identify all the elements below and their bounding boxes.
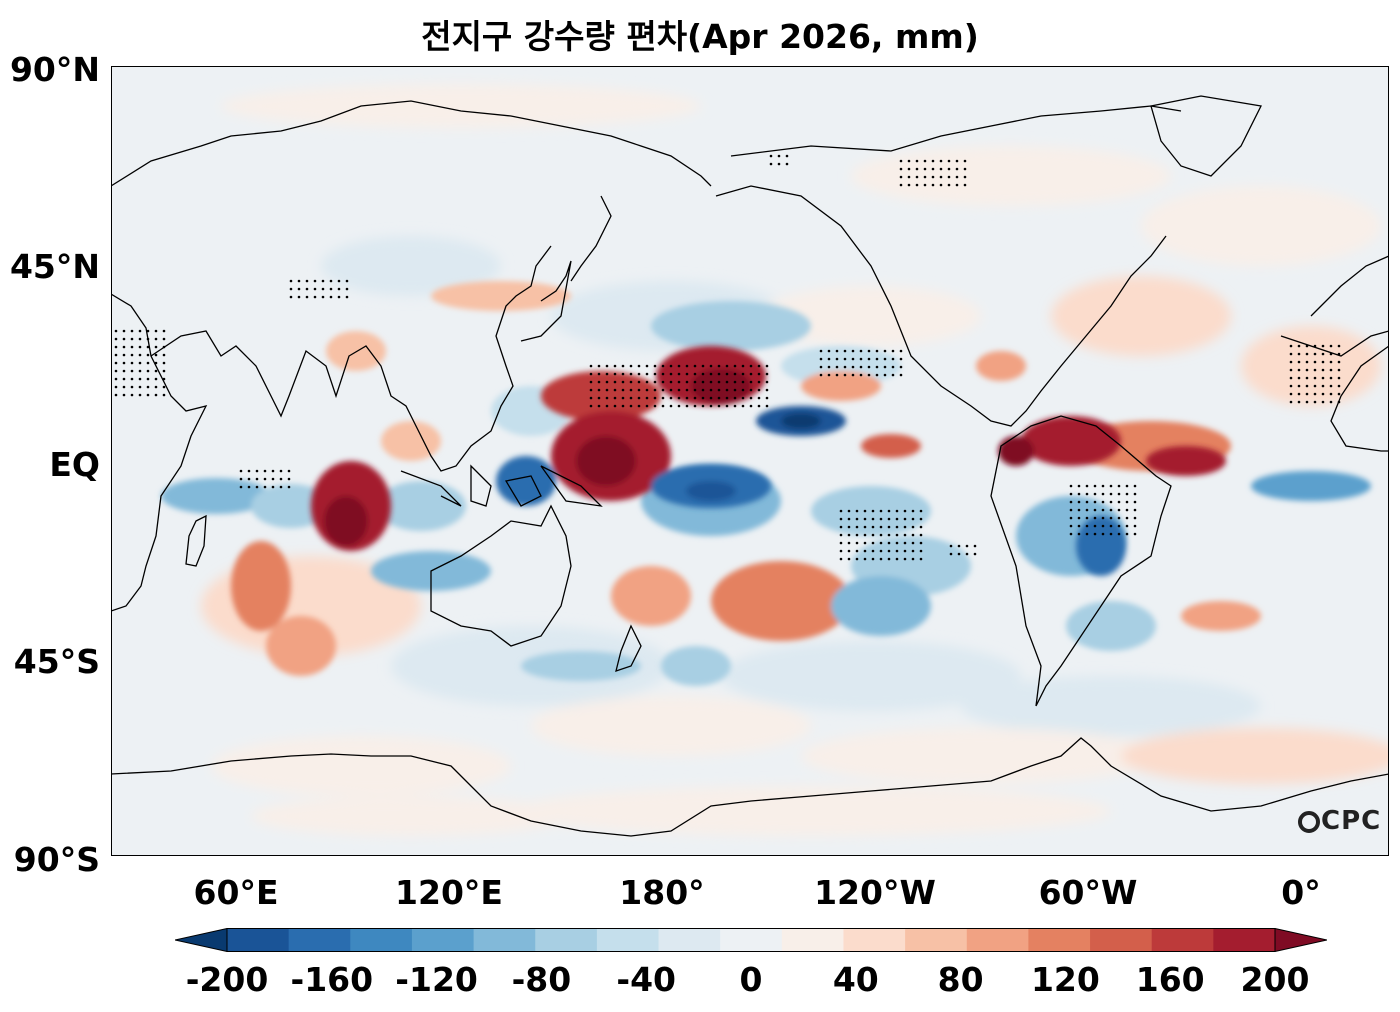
anomaly-map bbox=[111, 66, 1389, 856]
cpc-logo: CPC bbox=[1298, 806, 1381, 836]
lat-label-45n: 45°N bbox=[9, 247, 100, 286]
coast-antarctica bbox=[111, 737, 1389, 837]
lat-label-90s: 90°S bbox=[13, 840, 100, 879]
colorbar-bin bbox=[535, 928, 598, 952]
coast-eurasia-north bbox=[111, 100, 712, 187]
colorbar-tick-label: -80 bbox=[511, 960, 572, 999]
lon-label-0: 0° bbox=[1281, 873, 1321, 912]
colorbar-tick-label: -160 bbox=[290, 960, 374, 999]
significance-stippling bbox=[114, 154, 1341, 561]
colorbar-tick-label: -200 bbox=[185, 960, 269, 999]
colorbar-bin bbox=[781, 928, 844, 952]
coast-maritime-continent bbox=[400, 464, 603, 507]
lon-label-120e: 120°E bbox=[395, 873, 503, 912]
colorbar-bin bbox=[843, 928, 906, 952]
strong-anomaly-layer bbox=[311, 346, 1226, 686]
lon-label-120w: 120°W bbox=[814, 873, 936, 912]
lat-label-eq: EQ bbox=[49, 445, 100, 484]
colorbar-bin bbox=[350, 928, 413, 952]
lon-label-60e: 60°E bbox=[193, 873, 279, 912]
colorbar-bin bbox=[411, 928, 475, 952]
logo-circle-icon bbox=[1298, 810, 1320, 833]
colorbar-tick-label: -40 bbox=[616, 960, 676, 999]
coast-europe bbox=[1280, 255, 1389, 357]
lat-label-90n: 90°N bbox=[9, 50, 100, 89]
coast-north-america bbox=[715, 185, 1167, 427]
colorbar-bin bbox=[1151, 928, 1214, 952]
colorbar-bin bbox=[1028, 928, 1091, 952]
coastlines bbox=[111, 95, 1389, 837]
coast-australia bbox=[430, 504, 572, 647]
lon-label-180: 180° bbox=[619, 873, 705, 912]
colorbar-tick-label: 160 bbox=[1135, 960, 1205, 999]
map-frame bbox=[111, 66, 1389, 856]
colorbar-bin bbox=[288, 928, 351, 952]
map-panel bbox=[111, 66, 1389, 856]
colorbar-bin bbox=[227, 928, 290, 952]
colorbar-bin bbox=[1090, 928, 1153, 952]
colorbar bbox=[175, 928, 1327, 952]
coast-greenland bbox=[1150, 95, 1262, 177]
coast-eurasia-south bbox=[150, 245, 552, 472]
colorbar-tick-label: 0 bbox=[739, 960, 763, 999]
colorbar-tick-label: 40 bbox=[832, 960, 879, 999]
colorbar-tick-label: 80 bbox=[937, 960, 984, 999]
colorbar-tick-label: -120 bbox=[395, 960, 478, 999]
colorbar-bin bbox=[720, 928, 783, 952]
colorbar-extend-low bbox=[175, 928, 228, 952]
colorbar-tick-label: 200 bbox=[1240, 960, 1310, 999]
coast-japan bbox=[520, 260, 572, 342]
colorbar-extend-high bbox=[1274, 928, 1327, 952]
lon-label-60w: 60°W bbox=[1038, 873, 1138, 912]
lat-label-45s: 45°S bbox=[13, 642, 100, 681]
coast-kamchatka bbox=[570, 195, 612, 282]
coast-west-africa bbox=[1330, 345, 1389, 452]
colorbar-bin bbox=[473, 928, 536, 952]
chart-title: 전지구 강수량 편차(Apr 2026, mm) bbox=[421, 17, 979, 56]
coast-south-america bbox=[990, 415, 1172, 707]
colorbar-bin bbox=[1213, 928, 1276, 952]
coast-africa-east bbox=[111, 293, 208, 612]
colorbar-bin bbox=[966, 928, 1029, 952]
colorbar-bin bbox=[596, 928, 660, 952]
colorbar-tick-label: 120 bbox=[1030, 960, 1100, 999]
coast-madagascar bbox=[185, 514, 207, 567]
coast-arctic-canada bbox=[730, 105, 1182, 157]
colorbar-bin bbox=[905, 928, 968, 952]
coast-new-zealand bbox=[615, 624, 642, 672]
colorbar-bin bbox=[658, 928, 721, 952]
